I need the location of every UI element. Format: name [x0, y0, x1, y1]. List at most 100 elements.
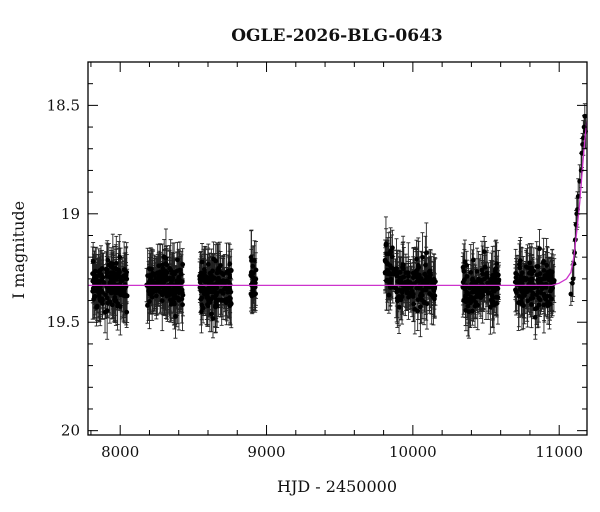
data-point: [205, 295, 211, 301]
data-point: [177, 267, 183, 273]
data-point: [490, 272, 496, 278]
data-point: [492, 278, 498, 284]
data-point: [530, 295, 536, 301]
data-point: [228, 289, 234, 295]
data-point: [169, 277, 175, 283]
data-point: [199, 309, 204, 315]
data-point: [117, 274, 123, 280]
data-point: [460, 264, 466, 270]
data-point: [524, 276, 530, 282]
data-point: [530, 277, 535, 282]
data-point: [214, 281, 220, 286]
data-point: [431, 280, 437, 286]
data-point: [174, 295, 180, 301]
data-point: [163, 261, 169, 266]
data-point: [478, 294, 484, 300]
data-point: [424, 301, 430, 307]
data-point: [545, 294, 550, 299]
data-point: [176, 278, 181, 283]
data-point: [482, 264, 488, 270]
data-point: [529, 302, 534, 307]
data-point: [469, 308, 475, 314]
data-point: [532, 306, 538, 312]
error-bars: [90, 103, 588, 340]
data-point: [570, 276, 576, 282]
data-point: [395, 298, 400, 304]
data-point: [411, 301, 417, 307]
data-point: [523, 264, 529, 270]
data-point: [157, 272, 163, 278]
data-point: [417, 293, 423, 299]
data-point: [167, 297, 173, 303]
data-point: [494, 294, 499, 300]
data-point: [124, 309, 130, 315]
data-point: [214, 285, 220, 291]
data-point: [91, 270, 97, 276]
data-point: [179, 290, 185, 295]
data-point: [199, 283, 205, 289]
data-point: [96, 269, 102, 275]
data-point: [104, 270, 110, 276]
data-point: [251, 279, 257, 284]
data-point: [487, 304, 493, 310]
data-point: [249, 257, 254, 263]
data-point: [474, 269, 480, 274]
y-tick-label: 19: [61, 205, 80, 223]
data-point: [174, 257, 180, 263]
data-point: [532, 314, 538, 320]
data-point: [107, 285, 112, 291]
data-point: [123, 273, 129, 279]
data-point: [206, 277, 212, 283]
chart-title: OGLE-2026-BLG-0643: [231, 26, 443, 46]
data-point: [516, 300, 521, 306]
data-point: [162, 278, 168, 283]
data-point: [180, 262, 186, 267]
data-point: [523, 284, 529, 290]
data-point: [494, 301, 500, 306]
data-point: [383, 278, 389, 284]
data-point: [472, 286, 478, 292]
x-axis-label: HJD - 2450000: [277, 477, 397, 496]
data-point: [202, 267, 207, 272]
data-point: [101, 279, 106, 285]
data-point: [109, 302, 115, 308]
data-point: [529, 285, 535, 290]
y-tick-labels: 18.5 19 19.5 20: [47, 96, 80, 439]
data-point: [461, 268, 467, 274]
data-point: [396, 304, 402, 310]
data-point: [414, 256, 419, 262]
data-point: [90, 259, 96, 264]
data-point: [485, 286, 491, 292]
data-point: [153, 275, 159, 281]
data-point: [412, 306, 418, 312]
data-point: [421, 287, 427, 293]
data-point: [218, 288, 223, 294]
y-tick-label: 18.5: [47, 96, 80, 114]
data-point: [92, 276, 97, 282]
data-point: [416, 285, 422, 291]
data-point: [464, 273, 470, 279]
data-point: [202, 291, 207, 297]
x-tick-label: 8000: [101, 443, 139, 461]
data-point: [537, 246, 542, 252]
data-point: [227, 261, 233, 267]
data-point: [221, 272, 226, 278]
data-point: [490, 288, 496, 294]
data-point: [521, 303, 526, 308]
data-point: [171, 270, 177, 275]
data-point: [163, 273, 169, 279]
data-point: [420, 254, 425, 260]
data-point: [460, 279, 466, 285]
data-point: [121, 267, 127, 272]
data-point: [200, 305, 206, 311]
data-point: [397, 269, 403, 275]
data-point: [396, 294, 402, 299]
data-point: [218, 262, 223, 268]
data-point: [535, 264, 541, 269]
data-point: [413, 268, 419, 274]
data-point: [222, 280, 228, 286]
data-point: [117, 304, 123, 309]
data-point: [538, 290, 544, 296]
data-point: [386, 292, 392, 298]
data-point: [401, 274, 407, 280]
